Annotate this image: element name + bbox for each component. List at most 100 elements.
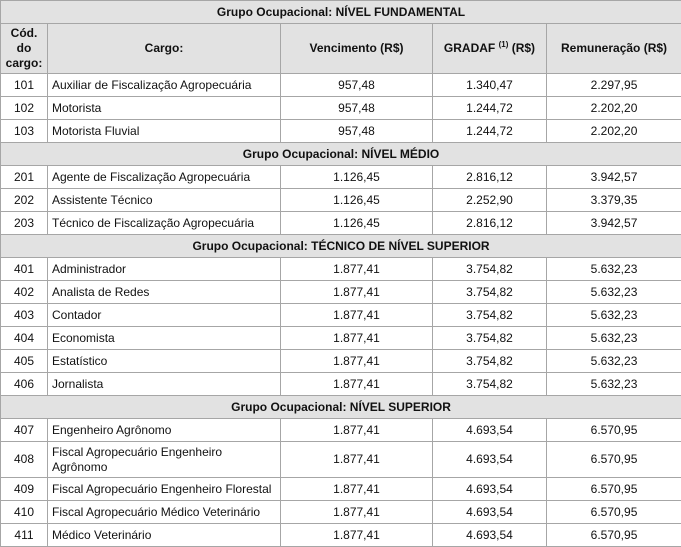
cell-code: 410 (1, 501, 48, 524)
gradaf-label: GRADAF (444, 41, 495, 55)
cell-remuneracao: 3.942,57 (547, 212, 681, 235)
cell-cargo: Estatístico (48, 350, 281, 373)
cell-cargo: Auxiliar de Fiscalização Agropecuária (48, 74, 281, 97)
group-header-row: Grupo Ocupacional: TÉCNICO DE NÍVEL SUPE… (1, 235, 681, 258)
col-header-remuneracao: Remuneração (R$) (547, 24, 681, 74)
cell-gradaf: 1.244,72 (433, 97, 547, 120)
cell-vencimento: 1.877,41 (281, 373, 433, 396)
table-row: 405 Estatístico 1.877,41 3.754,82 5.632,… (1, 350, 681, 373)
cell-cargo: Assistente Técnico (48, 189, 281, 212)
col-header-cargo: Cargo: (48, 24, 281, 74)
cell-gradaf: 4.693,54 (433, 478, 547, 501)
cell-cargo: Médico Veterinário (48, 524, 281, 547)
cell-gradaf: 4.693,54 (433, 442, 547, 478)
table-row: 102 Motorista 957,48 1.244,72 2.202,20 (1, 97, 681, 120)
col-header-code: Cód. do cargo: (1, 24, 48, 74)
cell-remuneracao: 6.570,95 (547, 478, 681, 501)
table-row: 409 Fiscal Agropecuário Engenheiro Flore… (1, 478, 681, 501)
cell-gradaf: 2.816,12 (433, 166, 547, 189)
table-row: 411 Médico Veterinário 1.877,41 4.693,54… (1, 524, 681, 547)
cell-code: 101 (1, 74, 48, 97)
cell-gradaf: 4.693,54 (433, 501, 547, 524)
cell-remuneracao: 2.202,20 (547, 120, 681, 143)
table-row: 406 Jornalista 1.877,41 3.754,82 5.632,2… (1, 373, 681, 396)
cell-vencimento: 1.877,41 (281, 258, 433, 281)
group-header-nivel-superior: Grupo Ocupacional: NÍVEL SUPERIOR (1, 396, 681, 419)
cell-code: 404 (1, 327, 48, 350)
cell-gradaf: 3.754,82 (433, 258, 547, 281)
cell-vencimento: 1.877,41 (281, 501, 433, 524)
cell-remuneracao: 6.570,95 (547, 442, 681, 478)
gradaf-unit: (R$) (512, 41, 535, 55)
cell-cargo: Engenheiro Agrônomo (48, 419, 281, 442)
cell-remuneracao: 5.632,23 (547, 258, 681, 281)
cell-cargo: Jornalista (48, 373, 281, 396)
cell-remuneracao: 6.570,95 (547, 524, 681, 547)
cell-cargo: Agente de Fiscalização Agropecuária (48, 166, 281, 189)
cell-gradaf: 2.252,90 (433, 189, 547, 212)
cell-code: 203 (1, 212, 48, 235)
cell-gradaf: 1.340,47 (433, 74, 547, 97)
cell-cargo: Economista (48, 327, 281, 350)
table-row: 103 Motorista Fluvial 957,48 1.244,72 2.… (1, 120, 681, 143)
cell-remuneracao: 5.632,23 (547, 327, 681, 350)
cell-gradaf: 1.244,72 (433, 120, 547, 143)
cell-gradaf: 3.754,82 (433, 373, 547, 396)
cell-remuneracao: 2.297,95 (547, 74, 681, 97)
table-row: 403 Contador 1.877,41 3.754,82 5.632,23 (1, 304, 681, 327)
cell-gradaf: 3.754,82 (433, 350, 547, 373)
cell-code: 406 (1, 373, 48, 396)
group-header-nivel-fundamental: Grupo Ocupacional: NÍVEL FUNDAMENTAL (1, 1, 681, 24)
cell-remuneracao: 2.202,20 (547, 97, 681, 120)
cell-vencimento: 957,48 (281, 120, 433, 143)
cell-cargo: Contador (48, 304, 281, 327)
cell-remuneracao: 5.632,23 (547, 281, 681, 304)
table-row: 401 Administrador 1.877,41 3.754,82 5.63… (1, 258, 681, 281)
cell-gradaf: 3.754,82 (433, 281, 547, 304)
cell-vencimento: 1.126,45 (281, 166, 433, 189)
cell-vencimento: 957,48 (281, 74, 433, 97)
cell-cargo: Técnico de Fiscalização Agropecuária (48, 212, 281, 235)
cell-vencimento: 1.877,41 (281, 281, 433, 304)
cell-cargo: Fiscal Agropecuário Engenheiro Florestal (48, 478, 281, 501)
cell-code: 102 (1, 97, 48, 120)
cell-vencimento: 1.877,41 (281, 304, 433, 327)
cell-gradaf: 4.693,54 (433, 419, 547, 442)
table-row: 408 Fiscal Agropecuário Engenheiro Agrôn… (1, 442, 681, 478)
cell-remuneracao: 5.632,23 (547, 304, 681, 327)
table-row: 203 Técnico de Fiscalização Agropecuária… (1, 212, 681, 235)
table-row: 404 Economista 1.877,41 3.754,82 5.632,2… (1, 327, 681, 350)
cell-code: 402 (1, 281, 48, 304)
group-header-row: Grupo Ocupacional: NÍVEL FUNDAMENTAL (1, 1, 681, 24)
cell-remuneracao: 6.570,95 (547, 501, 681, 524)
table-row: 410 Fiscal Agropecuário Médico Veterinár… (1, 501, 681, 524)
cell-gradaf: 3.754,82 (433, 327, 547, 350)
cell-remuneracao: 3.379,35 (547, 189, 681, 212)
group-header-tecnico-nivel-superior: Grupo Ocupacional: TÉCNICO DE NÍVEL SUPE… (1, 235, 681, 258)
cell-code: 201 (1, 166, 48, 189)
cell-cargo: Fiscal Agropecuário Médico Veterinário (48, 501, 281, 524)
group-header-row: Grupo Ocupacional: NÍVEL SUPERIOR (1, 396, 681, 419)
table-row: 101 Auxiliar de Fiscalização Agropecuári… (1, 74, 681, 97)
cell-gradaf: 4.693,54 (433, 524, 547, 547)
cell-gradaf: 2.816,12 (433, 212, 547, 235)
group-header-nivel-medio: Grupo Ocupacional: NÍVEL MÉDIO (1, 143, 681, 166)
cell-vencimento: 1.877,41 (281, 350, 433, 373)
group-header-row: Grupo Ocupacional: NÍVEL MÉDIO (1, 143, 681, 166)
cell-code: 408 (1, 442, 48, 478)
cell-cargo: Fiscal Agropecuário Engenheiro Agrônomo (48, 442, 281, 478)
column-header-row: Cód. do cargo: Cargo: Vencimento (R$) GR… (1, 24, 681, 74)
cell-vencimento: 1.877,41 (281, 478, 433, 501)
cell-gradaf: 3.754,82 (433, 304, 547, 327)
cell-code: 202 (1, 189, 48, 212)
cell-vencimento: 1.877,41 (281, 524, 433, 547)
table-row: 407 Engenheiro Agrônomo 1.877,41 4.693,5… (1, 419, 681, 442)
cell-remuneracao: 6.570,95 (547, 419, 681, 442)
col-header-gradaf: GRADAF (1) (R$) (433, 24, 547, 74)
cell-cargo: Administrador (48, 258, 281, 281)
cell-code: 403 (1, 304, 48, 327)
cell-code: 409 (1, 478, 48, 501)
cell-code: 407 (1, 419, 48, 442)
cell-code: 401 (1, 258, 48, 281)
